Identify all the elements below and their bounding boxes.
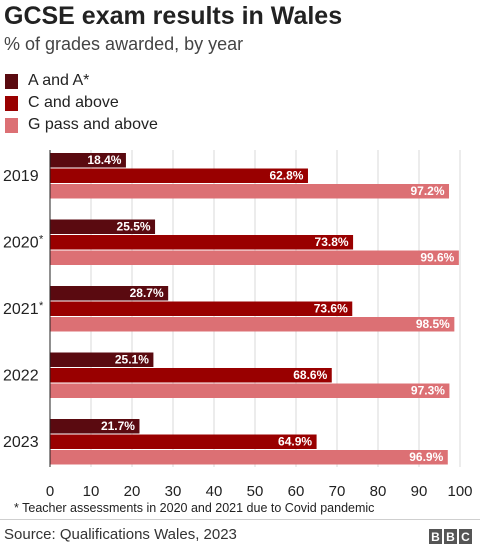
legend-label: G pass and above <box>28 116 158 133</box>
bar-value-label: 25.5% <box>117 220 151 234</box>
x-tick-label: 10 <box>83 483 100 500</box>
legend-swatch <box>5 73 18 89</box>
x-tick-label: 100 <box>447 483 472 500</box>
bar-value-label: 28.7% <box>130 286 164 300</box>
category-label: 2022 <box>3 368 39 385</box>
category-footnote-marker: * <box>39 234 44 246</box>
bar <box>50 368 332 383</box>
bar <box>50 153 126 168</box>
chart-title: GCSE exam results in Wales <box>4 2 343 30</box>
bar-value-label: 97.3% <box>411 384 445 398</box>
bar-value-label: 68.6% <box>293 368 327 382</box>
bar <box>50 168 308 183</box>
x-tick-label: 80 <box>370 483 387 500</box>
legend-swatch <box>5 95 18 111</box>
bar-value-label: 21.7% <box>101 419 135 433</box>
bar <box>50 352 154 367</box>
bar-value-label: 99.6% <box>420 251 454 265</box>
bar <box>50 219 156 234</box>
legend-item-g-pass-and-above: G pass and above <box>5 114 158 136</box>
source-note: Source: Qualifications Wales, 2023 <box>4 526 237 543</box>
bar <box>50 434 317 449</box>
logo-letter: C <box>459 529 472 544</box>
bar <box>50 383 450 398</box>
x-tick-label: 40 <box>206 483 223 500</box>
bar <box>50 286 169 301</box>
bar-value-label: 25.1% <box>115 353 149 367</box>
bar-value-label: 18.4% <box>87 153 121 167</box>
bar-value-label: 62.8% <box>269 169 303 183</box>
bar <box>50 450 448 465</box>
bar <box>50 235 354 250</box>
bar-value-label: 97.2% <box>410 184 444 198</box>
bar <box>50 419 140 434</box>
chart-subtitle: % of grades awarded, by year <box>4 34 244 54</box>
logo-letter: B <box>429 529 442 544</box>
legend: A and A* C and above G pass and above <box>5 70 158 136</box>
legend-label: C and above <box>28 94 119 111</box>
x-tick-label: 30 <box>165 483 182 500</box>
bar <box>50 184 450 199</box>
footnote: * Teacher assessments in 2020 and 2021 d… <box>14 501 375 515</box>
bar <box>50 250 459 265</box>
legend-swatch <box>5 117 18 133</box>
category-label: 2023 <box>3 434 39 451</box>
category-label: 2019 <box>3 168 39 185</box>
bbc-logo: B B C <box>429 529 472 544</box>
bar <box>50 317 455 332</box>
x-tick-label: 0 <box>46 483 54 500</box>
category-label: 2020 <box>3 235 39 252</box>
x-tick-label: 70 <box>329 483 346 500</box>
bar-value-label: 73.6% <box>314 302 348 316</box>
x-tick-label: 50 <box>247 483 264 500</box>
bar-value-label: 64.9% <box>278 435 312 449</box>
legend-label: A and A* <box>28 72 90 89</box>
x-tick-label: 60 <box>288 483 305 500</box>
x-tick-label: 90 <box>411 483 428 500</box>
x-tick-label: 20 <box>124 483 141 500</box>
logo-letter: B <box>444 529 457 544</box>
bar-chart: 0 10 20 30 40 50 60 70 80 90 100 2019 18.4% 62.8% 97.2… <box>3 150 473 500</box>
bar-value-label: 98.5% <box>416 317 450 331</box>
category-label: 2021 <box>3 301 39 318</box>
bar-value-label: 73.8% <box>315 235 349 249</box>
bar-value-label: 96.9% <box>409 450 443 464</box>
bar <box>50 301 353 316</box>
legend-item-a-and-a-star: A and A* <box>5 70 158 92</box>
legend-item-c-and-above: C and above <box>5 92 158 114</box>
category-footnote-marker: * <box>39 300 44 312</box>
divider <box>0 519 480 520</box>
